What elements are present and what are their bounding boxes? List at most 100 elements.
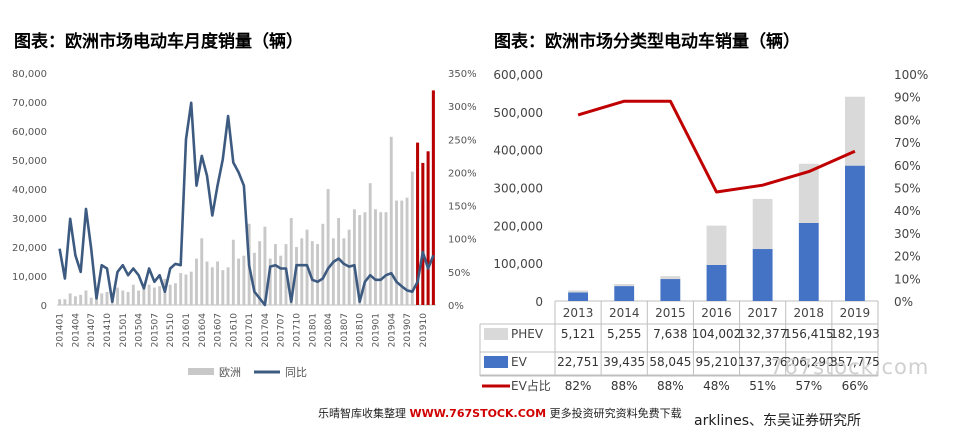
monthly-bar — [68, 293, 72, 305]
right-y-tick-label: 100% — [448, 235, 477, 246]
x-tick-label: 201601 — [182, 313, 192, 347]
ev-bar — [798, 222, 819, 301]
monthly-bar — [295, 247, 298, 305]
right-chart-left-tick-label: 400,000 — [493, 144, 543, 158]
monthly-bar — [73, 296, 77, 305]
table-cell-share: 88% — [657, 379, 684, 393]
monthly-bar — [105, 291, 109, 305]
left-y-tick-label: 60,000 — [12, 127, 47, 138]
x-tick-label: 201710 — [293, 313, 303, 348]
monthly-bar — [210, 267, 214, 305]
monthly-bar — [152, 287, 156, 305]
monthly-bar — [195, 258, 198, 305]
right-chart-title: 图表：欧洲市场分类型电动车销量（辆） — [494, 32, 800, 52]
monthly-bar — [310, 241, 314, 305]
monthly-bar — [321, 223, 325, 305]
source-note: arklines、东吴证券研究所 — [694, 413, 862, 429]
monthly-bar — [405, 197, 409, 305]
table-cell-phev: 182,193 — [830, 327, 880, 341]
monthly-bar — [100, 293, 104, 305]
x-tick-label: 201807 — [340, 313, 350, 347]
footer-site-link[interactable]: WWW.767STOCK.COM — [409, 407, 547, 420]
table-cell-phev: 5,121 — [561, 327, 595, 341]
phev-bar — [660, 276, 681, 280]
monthly-bar — [216, 261, 219, 305]
x-tick-label: 201401 — [56, 313, 66, 347]
table-cell-phev: 132,377 — [738, 327, 788, 341]
x-tick-label: 201701 — [245, 313, 255, 347]
monthly-bar — [410, 171, 414, 305]
right-y-tick-label: 50% — [448, 268, 470, 279]
table-cell-phev: 7,638 — [653, 327, 687, 341]
monthly-bar — [274, 244, 277, 305]
monthly-bar — [379, 212, 383, 305]
monthly-bar — [79, 294, 83, 305]
table-cell-ev: 206,290 — [784, 355, 834, 369]
table-cell-phev: 104,002 — [692, 327, 742, 341]
x-tick-label: 201801 — [308, 313, 318, 347]
table-cell-ev: 357,775 — [830, 355, 880, 369]
monthly-bar — [147, 284, 151, 305]
right-y-tick-label: 200% — [448, 168, 477, 179]
phev-bar — [706, 225, 727, 265]
x-tick-label: 201604 — [198, 313, 208, 348]
year-label: 2013 — [563, 306, 594, 320]
right-chart-left-tick-label: 100,000 — [493, 257, 543, 271]
x-tick-label: 201901 — [371, 313, 381, 347]
monthly-bar — [263, 226, 267, 305]
legend-label-ev: EV — [511, 355, 528, 369]
left-y-tick-label: 40,000 — [12, 185, 47, 196]
ev-bar — [614, 286, 635, 301]
monthly-bar — [200, 238, 204, 305]
left-y-tick-label: 80,000 — [12, 69, 47, 80]
x-tick-label: 201707 — [277, 313, 287, 347]
monthly-bar — [137, 290, 141, 305]
legend-label-phev: PHEV — [511, 327, 544, 341]
monthly-bar — [389, 136, 393, 305]
monthly-bar — [352, 209, 356, 305]
legend-label-share: EV占比 — [511, 378, 551, 393]
left-chart-title: 图表：欧洲市场电动车月度销量（辆） — [14, 32, 303, 52]
table-cell-share: 88% — [611, 379, 638, 393]
x-tick-label: 201501 — [119, 313, 129, 347]
right-y-tick-label: 350% — [448, 69, 477, 80]
monthly-bar — [358, 215, 362, 305]
ev-bar — [845, 165, 865, 301]
monthly-bar — [268, 258, 272, 305]
x-tick-label: 201704 — [261, 313, 271, 348]
monthly-bar — [395, 200, 398, 305]
monthly-bar — [226, 267, 230, 305]
year-label: 2017 — [747, 306, 778, 320]
watermark: 767stock.com — [770, 355, 930, 379]
year-label: 2016 — [701, 306, 732, 320]
x-tick-label: 201907 — [403, 313, 413, 347]
x-tick-label: 201610 — [229, 313, 239, 348]
right-chart-right-tick-label: 30% — [894, 227, 921, 241]
right-chart-right-tick-label: 90% — [894, 91, 921, 105]
left-y-tick-label: 20,000 — [12, 243, 47, 254]
monthly-bar — [231, 239, 235, 305]
right-y-tick-label: 300% — [448, 102, 477, 113]
monthly-bar — [368, 183, 372, 305]
monthly-bar — [126, 291, 130, 305]
monthly-bar — [84, 290, 88, 305]
monthly-bar — [300, 238, 304, 305]
monthly-bar — [326, 189, 330, 305]
recent-bar — [421, 162, 425, 305]
monthly-bar — [374, 209, 377, 305]
monthly-bar — [363, 212, 367, 305]
x-tick-label: 201504 — [135, 313, 145, 348]
right-y-tick-label: 150% — [448, 202, 477, 213]
right-y-tick-label: 0% — [448, 301, 464, 312]
yoy-growth-line — [58, 101, 435, 307]
x-tick-label: 201404 — [71, 313, 81, 348]
left-y-tick-label: 50,000 — [12, 156, 47, 167]
table-cell-share: 51% — [749, 379, 776, 393]
x-tick-label: 201410 — [103, 313, 113, 348]
monthly-bar — [237, 258, 241, 305]
monthly-bar — [400, 200, 404, 305]
legend-swatch-europe — [188, 368, 214, 375]
table-cell-phev: 5,255 — [607, 327, 641, 341]
x-tick-label: 201910 — [419, 313, 429, 348]
monthly-bar — [279, 255, 283, 305]
